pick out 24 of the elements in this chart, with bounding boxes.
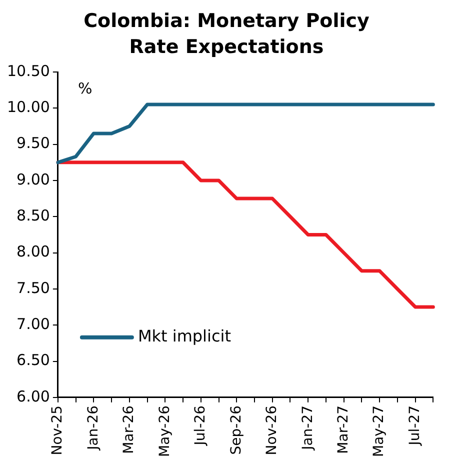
x-tick-label: Mar-27 xyxy=(335,405,352,454)
y-tick-label: 10.00 xyxy=(6,98,50,116)
y-axis-title: % xyxy=(78,79,92,98)
y-tick-label: 6.00 xyxy=(16,387,50,406)
legend-label: Mkt implicit xyxy=(138,326,231,346)
x-tick-label: Jul-27 xyxy=(406,405,423,446)
x-tick-label: Nov-26 xyxy=(264,405,280,456)
y-tick-label: 9.00 xyxy=(16,170,50,188)
chart-title: Colombia: Monetary Policy Rate Expectations xyxy=(82,9,370,60)
y-tick-label: 7.00 xyxy=(16,315,50,334)
x-tick-label: Jul-26 xyxy=(192,405,209,446)
y-tick-label: 10.50 xyxy=(6,62,50,80)
x-tick-label: Jan-26 xyxy=(85,405,102,451)
x-tick-label: May-26 xyxy=(156,405,173,458)
y-tick-label: 8.00 xyxy=(16,242,50,261)
x-tick-label: May-27 xyxy=(371,405,388,458)
x-tick-label: Sep-26 xyxy=(228,405,244,455)
y-tick-label: 9.50 xyxy=(16,134,50,152)
x-tick-label: Jan-27 xyxy=(300,405,316,451)
y-tick-label: 7.50 xyxy=(16,278,50,297)
x-tick-label: Mar-26 xyxy=(121,405,138,454)
y-tick-label: 8.50 xyxy=(16,206,50,225)
y-tick-label: 6.50 xyxy=(16,351,50,370)
x-tick-label: Nov-25 xyxy=(50,405,66,456)
